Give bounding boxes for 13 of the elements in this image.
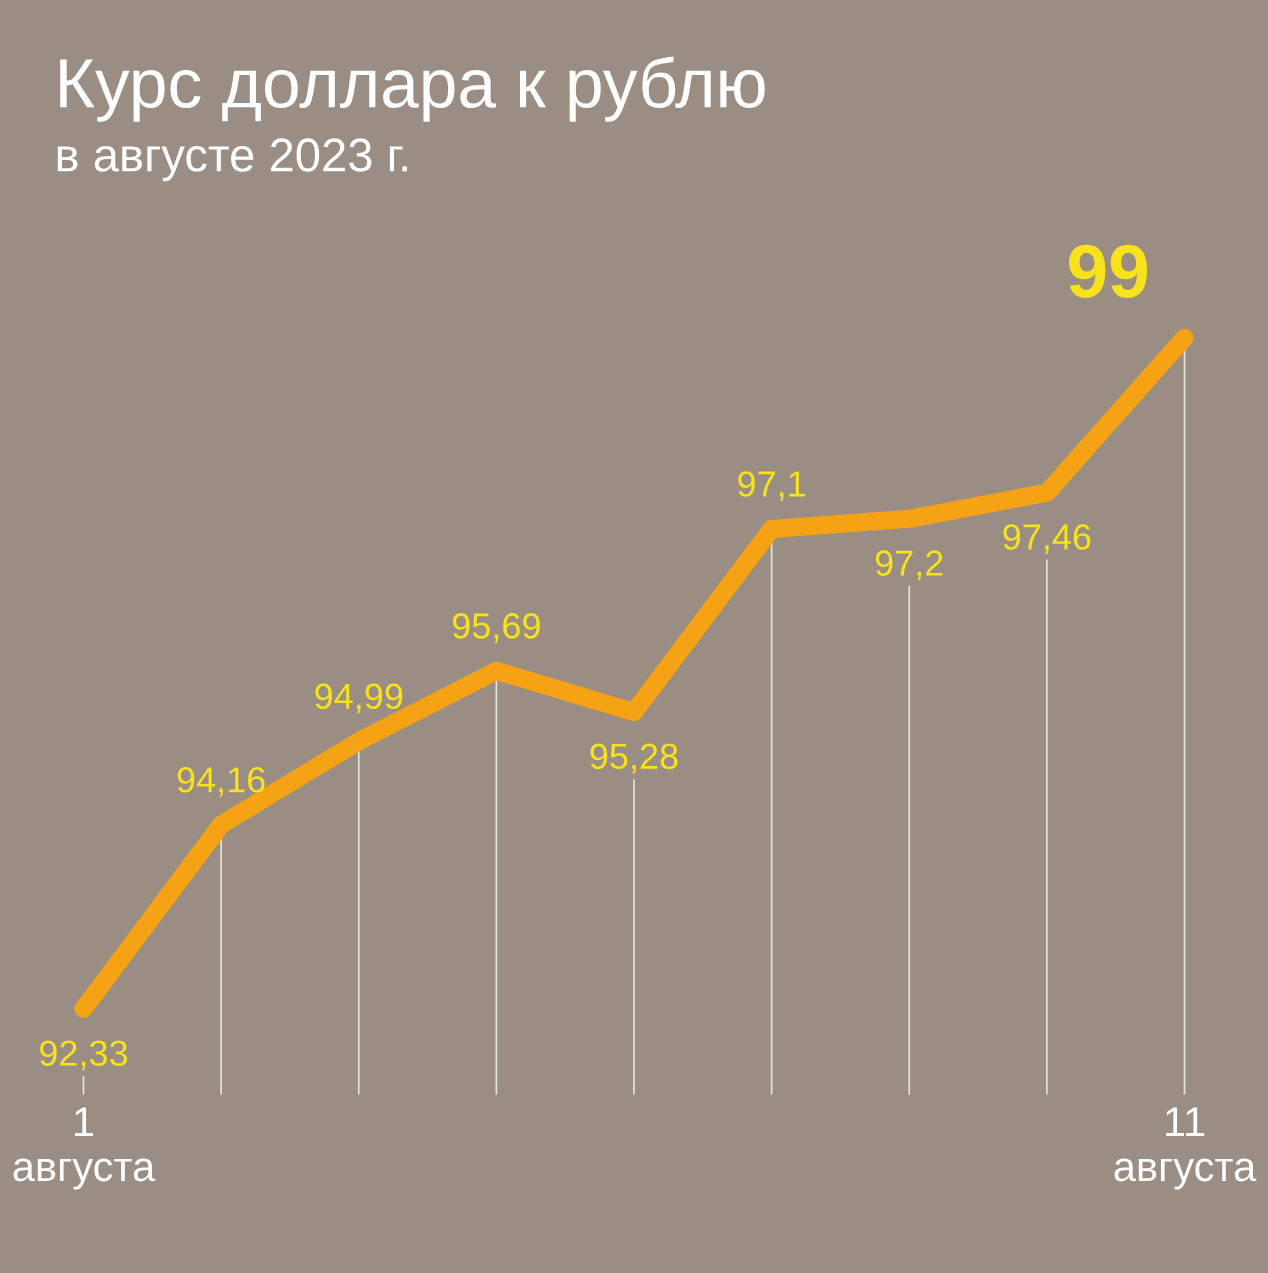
data-label: 95,69 bbox=[452, 613, 540, 643]
data-label: 94,99 bbox=[315, 683, 403, 714]
chart-subtitle: в августе 2023 г. bbox=[57, 138, 407, 182]
data-label: 99 bbox=[1069, 244, 1148, 298]
data-label: 95,28 bbox=[590, 743, 678, 774]
data-label: 97,46 bbox=[1003, 524, 1091, 555]
chart-title: Курс доллара к рублю bbox=[60, 56, 765, 122]
x-tick-label: 1 августа bbox=[13, 1107, 156, 1190]
x-tick-label: 11 августа bbox=[1114, 1107, 1257, 1190]
data-label: 94,16 bbox=[177, 767, 265, 797]
data-label: 92,33 bbox=[40, 1040, 128, 1071]
data-label: 97,2 bbox=[875, 550, 943, 581]
data-label: 97,1 bbox=[738, 471, 806, 502]
